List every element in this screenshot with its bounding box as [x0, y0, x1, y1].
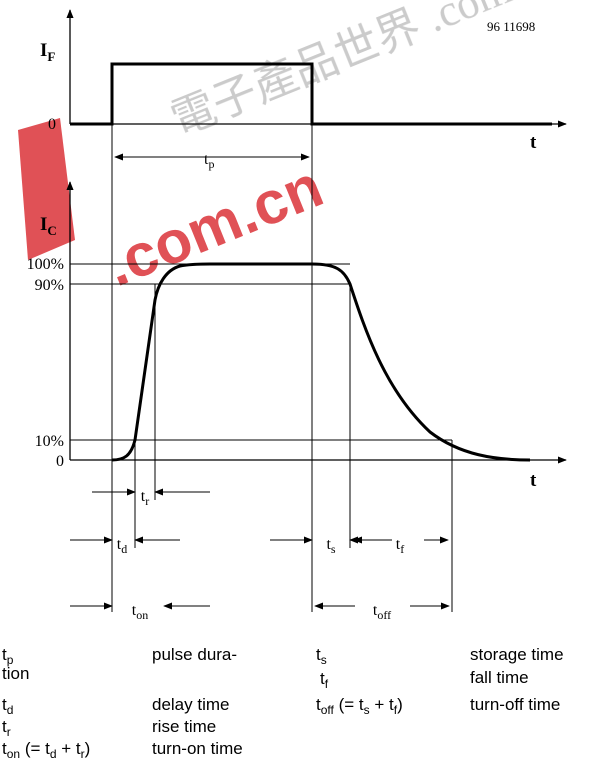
symbol-legend: tp tion pulse dura- td delay time tr ris… [0, 640, 590, 766]
legend-td-symbol: td [2, 695, 14, 717]
if-zero-label: 0 [48, 116, 56, 133]
legend-tf-desc: fall time [470, 668, 529, 687]
legend-tf-symbol: tf [320, 669, 329, 691]
tr-label: tr [141, 488, 149, 508]
if-axis-label: IF [40, 40, 55, 64]
ic-t-label: t [530, 470, 537, 491]
tp-label: tp [204, 151, 214, 171]
legend-tp-desc-wrap: tion [2, 664, 30, 683]
legend-tp-desc: pulse dura- [152, 645, 238, 664]
watermark: 電子產品世界 .com.cn .com.cn [18, 0, 567, 299]
ic-response-waveform [111, 262, 531, 462]
legend-td-desc: delay time [152, 695, 230, 714]
legend-toff-symbol: toff (= ts + tf) [316, 695, 403, 717]
level-100-label: 100% [27, 256, 64, 273]
ic-axis-label: IC [40, 214, 57, 238]
legend-tp-symbol: tp [2, 645, 14, 667]
ton-label: ton [132, 602, 148, 622]
switching-time-diagram: 電子產品世界 .com.cn .com.cn 96 11698 IF 0 t t… [18, 0, 567, 622]
td-label: td [117, 536, 127, 556]
watermark-domain-text: .com.cn [96, 152, 331, 299]
tf-label: tf [396, 536, 404, 556]
figure-id: 96 11698 [487, 19, 535, 34]
if-t-label: t [530, 132, 537, 153]
legend-ts-symbol: ts [316, 645, 327, 667]
if-pulse-waveform [70, 62, 552, 126]
ic-zero-label: 0 [56, 453, 64, 470]
legend-ton-symbol: ton (= td + tr) [2, 739, 91, 761]
legend-ton-desc: turn-on time [152, 739, 243, 758]
level-90-label: 90% [35, 277, 64, 294]
legend-tr-desc: rise time [152, 717, 217, 736]
ts-label: ts [326, 536, 335, 556]
level-10-label: 10% [35, 433, 64, 450]
legend-ts-desc: storage time [470, 645, 564, 664]
toff-label: toff [373, 602, 391, 622]
legend-toff-desc: turn-off time [470, 695, 561, 714]
legend-tr-symbol: tr [2, 717, 11, 739]
